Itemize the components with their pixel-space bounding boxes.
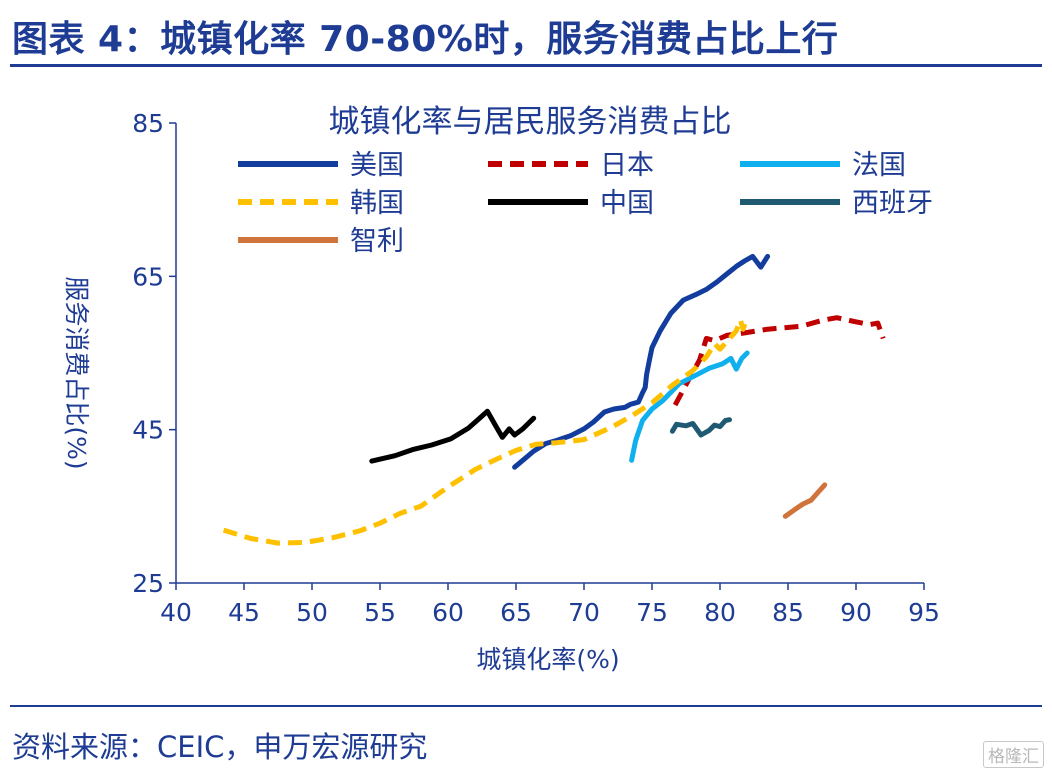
x-tick-label: 65 — [500, 598, 532, 627]
y-tick-label: 65 — [132, 262, 164, 291]
source-note: 资料来源：CEIC，申万宏源研究 — [12, 730, 428, 764]
legend-label: 智利 — [350, 226, 404, 257]
legend-label: 中国 — [600, 188, 654, 219]
x-tick-label: 80 — [704, 598, 736, 627]
watermark: 格隆汇 — [983, 741, 1044, 768]
x-tick-label: 50 — [296, 598, 328, 627]
y-tick-label: 25 — [132, 569, 164, 598]
y-tick-label: 85 — [132, 109, 164, 138]
title-underline — [10, 64, 1042, 67]
x-tick-label: 95 — [908, 598, 940, 627]
series-line — [672, 315, 886, 407]
report-title: 图表 4：城镇化率 70-80%时，服务消费占比上行 — [12, 19, 839, 60]
x-axis-label: 城镇化率(%) — [476, 645, 619, 674]
series-line — [512, 253, 771, 470]
series-line — [629, 350, 750, 463]
legend-label: 韩国 — [350, 188, 404, 219]
y-tick-label: 45 — [132, 416, 164, 445]
x-tick-label: 75 — [636, 598, 668, 627]
series-line — [369, 408, 537, 464]
y-axis-label: 服务消费占比(%) — [62, 276, 91, 469]
legend-label: 日本 — [600, 150, 654, 181]
chart-title: 城镇化率与居民服务消费占比 — [329, 104, 732, 140]
legend-label: 美国 — [350, 150, 404, 181]
x-tick-label: 45 — [228, 598, 260, 627]
x-tick-label: 40 — [160, 598, 192, 627]
x-tick-label: 55 — [364, 598, 396, 627]
footer-rule — [10, 705, 1042, 707]
x-tick-label: 85 — [772, 598, 804, 627]
series-line — [222, 317, 749, 546]
axes: 40 45 50 55 60 65 70 75 80 85 90 95 25 45 65 85 — [132, 109, 940, 627]
x-tick-label: 70 — [568, 598, 600, 627]
x-tick-label: 60 — [432, 598, 464, 627]
series-line — [669, 417, 732, 438]
legend-label: 法国 — [852, 150, 906, 181]
series-layer — [222, 253, 886, 546]
legend-label: 西班牙 — [852, 188, 933, 219]
x-tick-label: 90 — [840, 598, 872, 627]
series-line — [782, 482, 828, 519]
